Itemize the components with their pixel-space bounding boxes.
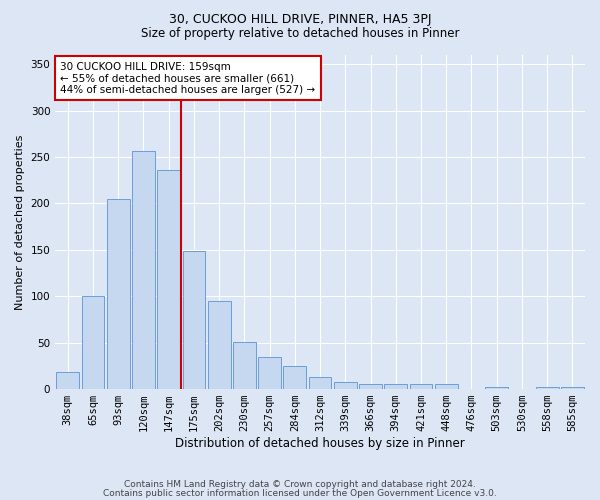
Bar	[385, 384, 407, 389]
Bar	[233, 342, 256, 389]
Bar	[258, 356, 281, 389]
Bar	[561, 387, 584, 389]
Bar	[485, 387, 508, 389]
Bar	[107, 199, 130, 389]
Text: Size of property relative to detached houses in Pinner: Size of property relative to detached ho…	[141, 28, 459, 40]
Bar	[56, 372, 79, 389]
Bar	[410, 384, 433, 389]
Bar	[82, 296, 104, 389]
Y-axis label: Number of detached properties: Number of detached properties	[15, 134, 25, 310]
Text: Contains HM Land Registry data © Crown copyright and database right 2024.: Contains HM Land Registry data © Crown c…	[124, 480, 476, 489]
Bar	[132, 150, 155, 389]
X-axis label: Distribution of detached houses by size in Pinner: Distribution of detached houses by size …	[175, 437, 465, 450]
Bar	[182, 251, 205, 389]
Bar	[435, 384, 458, 389]
Text: 30, CUCKOO HILL DRIVE, PINNER, HA5 3PJ: 30, CUCKOO HILL DRIVE, PINNER, HA5 3PJ	[169, 12, 431, 26]
Bar	[359, 384, 382, 389]
Bar	[157, 170, 180, 389]
Text: Contains public sector information licensed under the Open Government Licence v3: Contains public sector information licen…	[103, 488, 497, 498]
Text: 30 CUCKOO HILL DRIVE: 159sqm
← 55% of detached houses are smaller (661)
44% of s: 30 CUCKOO HILL DRIVE: 159sqm ← 55% of de…	[61, 62, 316, 95]
Bar	[334, 382, 356, 389]
Bar	[536, 387, 559, 389]
Bar	[309, 377, 331, 389]
Bar	[208, 301, 230, 389]
Bar	[283, 366, 306, 389]
